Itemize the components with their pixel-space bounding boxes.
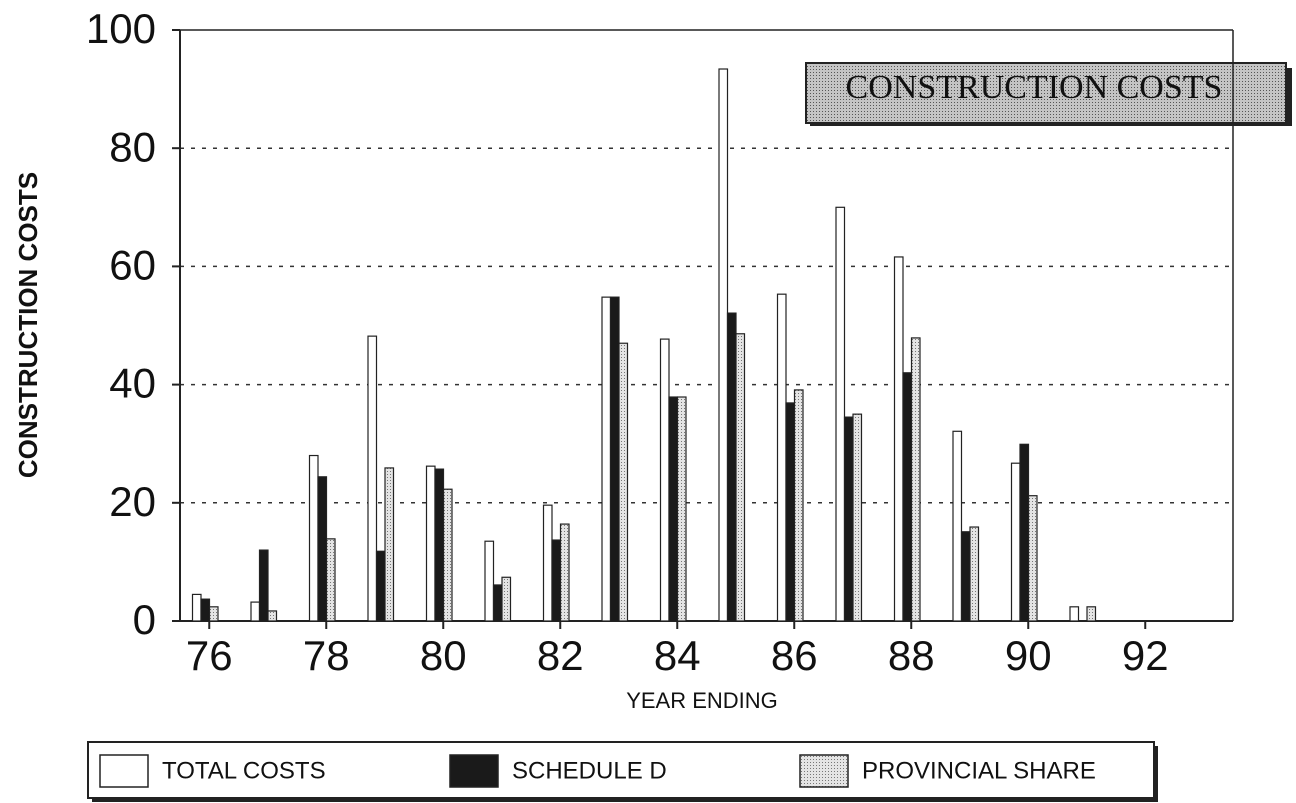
legend-swatch	[99, 754, 149, 788]
bar	[785, 402, 796, 622]
bar	[1086, 606, 1097, 622]
x-tick-label: 78	[303, 632, 350, 679]
x-tick-label: 82	[537, 632, 584, 679]
bar	[317, 476, 328, 622]
y-tick-label: 100	[86, 5, 156, 52]
bar	[793, 389, 804, 622]
title-box	[805, 62, 1287, 124]
legend-swatch	[449, 754, 499, 788]
legend-label: TOTAL COSTS	[162, 757, 326, 784]
x-tick-label: 88	[888, 632, 935, 679]
bar	[852, 413, 863, 622]
bar	[718, 68, 729, 622]
legend-label: SCHEDULE D	[512, 757, 667, 784]
legend-label: PROVINCIAL SHARE	[862, 757, 1096, 784]
bar	[1069, 606, 1080, 622]
x-axis-label: YEAR ENDING	[626, 688, 778, 713]
bar	[601, 296, 612, 622]
y-tick-label: 60	[109, 241, 156, 288]
x-tick-label: 92	[1122, 632, 1169, 679]
bar	[250, 601, 261, 622]
bar	[384, 467, 395, 622]
chart-title: CONSTRUCTION COSTS	[846, 69, 1223, 106]
bar	[969, 526, 980, 622]
bar	[735, 333, 746, 622]
bar	[668, 396, 679, 622]
x-tick-label: 84	[654, 632, 701, 679]
x-tick-label: 90	[1005, 632, 1052, 679]
bar	[609, 296, 620, 622]
y-axis-label: CONSTRUCTION COSTS	[13, 172, 43, 478]
bar	[501, 576, 512, 622]
bar	[1010, 462, 1021, 622]
bar	[425, 465, 436, 622]
bar	[367, 335, 378, 622]
bar	[551, 539, 562, 622]
x-tick-label: 80	[420, 632, 467, 679]
y-tick-label: 20	[109, 478, 156, 525]
bar	[902, 372, 913, 622]
bar	[308, 454, 319, 622]
bar	[960, 531, 971, 622]
bar	[484, 540, 495, 622]
bar	[191, 593, 202, 622]
bar	[1019, 443, 1030, 622]
bar	[542, 504, 553, 622]
bar	[434, 468, 445, 622]
bar	[559, 523, 570, 622]
bar	[910, 337, 921, 622]
y-tick-label: 0	[133, 596, 156, 643]
bar	[267, 610, 278, 622]
bar	[776, 293, 787, 622]
bar	[893, 256, 904, 622]
bar	[442, 488, 453, 622]
bar	[843, 416, 854, 622]
bar	[726, 312, 737, 622]
y-tick-label: 80	[109, 123, 156, 170]
legend-swatch	[799, 754, 849, 788]
bar	[492, 584, 503, 622]
bar	[1027, 495, 1038, 622]
bar	[200, 598, 211, 622]
bar	[258, 549, 269, 622]
bar	[618, 342, 629, 622]
x-tick-label: 76	[186, 632, 233, 679]
bar	[659, 338, 670, 622]
x-tick-label: 86	[771, 632, 818, 679]
bar	[835, 206, 846, 622]
legend-box	[87, 741, 1155, 799]
bar	[208, 606, 219, 622]
bar	[952, 430, 963, 622]
bar	[676, 396, 687, 622]
y-tick-label: 40	[109, 360, 156, 407]
bar	[325, 538, 336, 622]
bar	[375, 550, 386, 622]
